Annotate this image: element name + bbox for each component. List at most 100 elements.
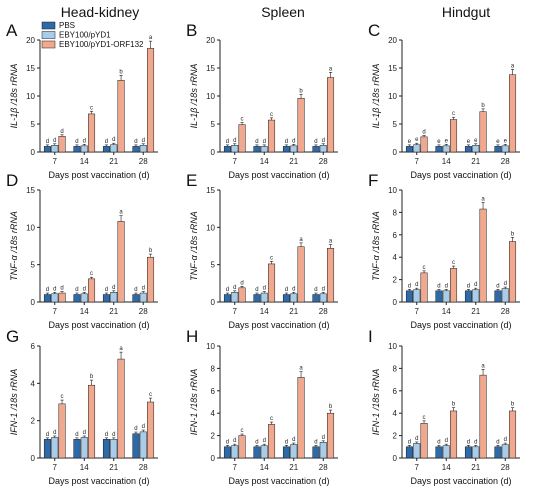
y-tick-label: 15 (388, 64, 397, 73)
panel-d: D 0 5 10 15 TNF-α /18s rRNA Days post vaccinat… (6, 171, 158, 330)
legend-label-eby100-pyd1-orf132: EBY100/pYD1-ORF132 (59, 40, 144, 49)
significance-letter: d (445, 438, 448, 444)
bar-eby100-pyd1-21 (472, 145, 480, 153)
bar-eby100-pyd1-orf132-14 (450, 410, 458, 459)
bar-eby100-pyd1-orf132-14 (88, 278, 96, 303)
significance-letter: e (504, 138, 508, 144)
significance-letter: d (83, 430, 86, 436)
x-tick-label: 14 (80, 463, 89, 472)
y-tick-label: 2 (393, 276, 398, 285)
significance-letter: d (53, 138, 56, 144)
significance-letter: d (292, 286, 295, 292)
y-tick-label: 15 (26, 64, 35, 73)
x-tick-label: 28 (139, 463, 148, 472)
significance-letter: d (415, 436, 418, 442)
bar-eby100-pyd1-21 (110, 439, 118, 459)
significance-letter: c (241, 117, 244, 123)
y-tick-label: 10 (26, 223, 35, 232)
significance-letter: b (511, 231, 515, 237)
significance-letter: d (142, 424, 145, 430)
significance-letter: d (292, 437, 295, 443)
bar-eby100-pyd1-7 (231, 292, 239, 303)
panel-letter: C (368, 21, 380, 40)
y-tick-label: 10 (26, 92, 35, 101)
y-tick-label: 0 (31, 298, 36, 307)
bar-pbs-14 (253, 146, 261, 153)
x-tick-label: 28 (319, 307, 328, 316)
bar-pbs-21 (102, 146, 110, 153)
significance-letter: b (119, 69, 123, 75)
bar-eby100-pyd1-14 (80, 293, 88, 303)
bar-pbs-21 (282, 446, 290, 459)
x-tick-label: 14 (260, 463, 269, 472)
bar-eby100-pyd1-7 (51, 145, 59, 153)
panel-b: B 0 5 10 15 20 IL-1β /18s rRNA Days post vaccin… (186, 21, 338, 180)
bar-pbs-7 (405, 146, 413, 153)
bar-pbs-21 (464, 446, 472, 459)
bar-eby100-pyd1-28 (501, 145, 509, 153)
significance-letter: e (467, 139, 471, 145)
y-tick-label: 5 (31, 120, 36, 129)
x-tick-label: 14 (442, 157, 451, 166)
bar-eby100-pyd1-orf132-7 (58, 292, 66, 303)
bar-eby100-pyd1-28 (139, 292, 147, 303)
significance-letter: d (504, 437, 507, 443)
x-tick-label: 7 (233, 157, 238, 166)
x-tick-label: 7 (415, 157, 420, 166)
column-title-head-kidney: Head-kidney (61, 4, 140, 20)
significance-letter: e (415, 137, 419, 143)
bar-eby100-pyd1-28 (319, 293, 327, 303)
bar-pbs-7 (43, 146, 51, 153)
panel-letter: B (186, 21, 197, 40)
y-tick-label: 10 (206, 342, 215, 351)
x-tick-label: 21 (109, 157, 118, 166)
significance-letter: b (299, 88, 303, 94)
legend-swatch-eby100-pyd1-orf132 (41, 40, 56, 49)
significance-letter: d (112, 137, 115, 143)
panel-letter: D (6, 171, 18, 190)
bar-eby100-pyd1-21 (110, 144, 118, 153)
significance-letter: b (90, 374, 94, 380)
significance-letter: d (142, 286, 145, 292)
significance-letter: c (452, 260, 455, 266)
significance-letter: c (452, 111, 455, 117)
bar-eby100-pyd1-28 (319, 145, 327, 153)
y-axis-label: IL-1β /18s rRNA (371, 64, 381, 129)
x-axis-label: Days post vaccination (d) (410, 476, 511, 486)
x-tick-label: 21 (471, 157, 480, 166)
y-tick-label: 4 (393, 253, 398, 262)
significance-letter: d (415, 282, 418, 288)
bar-eby100-pyd1-orf132-28 (509, 241, 517, 303)
panel-letter: I (368, 327, 373, 346)
significance-letter: d (255, 439, 258, 445)
significance-letter: c (90, 271, 93, 277)
panel-letter: F (368, 171, 378, 190)
bar-eby100-pyd1-14 (260, 445, 268, 459)
y-tick-label: 0 (31, 454, 36, 463)
x-tick-label: 28 (139, 157, 148, 166)
bar-eby100-pyd1-orf132-28 (327, 247, 335, 303)
x-tick-label: 21 (109, 307, 118, 316)
x-tick-label: 7 (53, 463, 58, 472)
x-tick-label: 14 (260, 307, 269, 316)
significance-letter: d (263, 286, 266, 292)
significance-letter: d (75, 287, 78, 293)
panel-letter: A (6, 21, 18, 40)
bar-eby100-pyd1-orf132-21 (117, 221, 125, 303)
significance-letter: c (270, 416, 273, 422)
bar-eby100-pyd1-orf132-21 (297, 97, 305, 153)
bar-eby100-pyd1-orf132-14 (450, 268, 458, 303)
significance-letter: e (408, 139, 412, 145)
x-tick-label: 28 (501, 157, 510, 166)
bar-eby100-pyd1-orf132-7 (420, 272, 428, 303)
x-axis-label: Days post vaccination (d) (410, 320, 511, 330)
significance-letter: b (329, 404, 333, 410)
significance-letter: d (437, 439, 440, 445)
significance-letter: c (149, 392, 152, 398)
bar-eby100-pyd1-orf132-14 (268, 263, 276, 303)
bar-pbs-14 (435, 290, 443, 303)
significance-letter: d (105, 287, 108, 293)
significance-letter: d (422, 129, 425, 135)
panel-h: H 0 2 4 6 8 10 IFN-1 /18s rRNA Days post vaccina… (186, 327, 338, 486)
